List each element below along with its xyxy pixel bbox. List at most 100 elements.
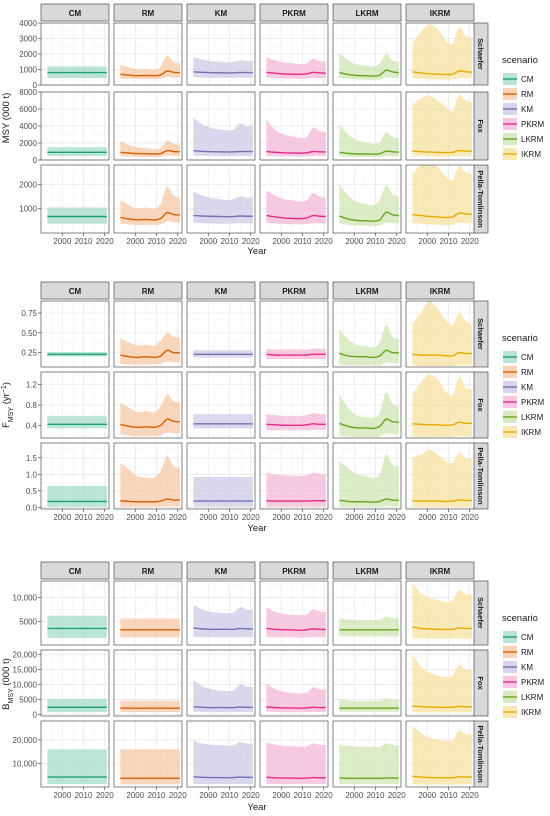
y-tick-label: 2000: [19, 180, 37, 189]
panel-km-schaefer: [186, 22, 256, 86]
x-tick-label: 2010: [440, 791, 458, 800]
legend-item-label: KM: [521, 383, 533, 392]
y-tick-label: 0: [33, 711, 38, 720]
panel-border: [332, 91, 402, 161]
y-axis-title: MSY (000 t): [1, 93, 12, 144]
panel-border: [186, 720, 256, 788]
panel-lkrm-fox: [332, 649, 402, 717]
legend-item-label: KM: [521, 663, 533, 672]
panel-rm-schaefer: [113, 300, 183, 368]
legend-item-label: RM: [521, 90, 534, 99]
x-tick-label: 2010: [367, 513, 385, 522]
x-tick-label: 2020: [315, 513, 333, 522]
x-tick-label: 2000: [199, 513, 217, 522]
y-tick-label: 5000: [19, 617, 37, 626]
legend-item-label: KM: [521, 105, 533, 114]
panel-ikrm-fox: [405, 371, 475, 439]
panel-border: [113, 300, 183, 368]
x-tick-label: 2010: [75, 237, 93, 246]
legend: scenario CM RM KM PKRM LKRM IKRM: [502, 613, 544, 718]
chart-block-2: CM RM KM PKRM LKRM IKRM Schaefer 0.25 0.50 0.75 Fo…: [1, 281, 544, 534]
legend-item-label: RM: [521, 368, 534, 377]
x-tick-label: 2010: [148, 513, 166, 522]
panel-cm-pella-tomlinson: [40, 164, 110, 234]
panel-border: [186, 371, 256, 439]
panel-lkrm-schaefer: [332, 22, 402, 86]
ribbon-pkrm: [266, 413, 326, 431]
ribbon-pkrm: [266, 742, 326, 785]
panel-border: [40, 164, 110, 234]
x-tick-label: 2000: [418, 237, 436, 246]
x-tick-label: 2020: [169, 513, 187, 522]
panel-border: [405, 91, 475, 161]
x-tick-label: 2000: [345, 791, 363, 800]
x-tick-label: 2010: [367, 237, 385, 246]
x-tick-label: 2000: [345, 237, 363, 246]
panel-border: [113, 720, 183, 788]
panel-border: [259, 164, 329, 234]
panel-border: [113, 91, 183, 161]
ribbon-km: [193, 476, 253, 507]
ribbon-lkrm: [339, 324, 399, 366]
y-tick-label: 10,000: [13, 759, 38, 768]
x-tick-label: 2010: [148, 237, 166, 246]
panel-pkrm-schaefer: [259, 580, 329, 646]
strip-label: CM: [69, 9, 82, 18]
ribbon-km: [193, 117, 253, 157]
panel-border: [113, 649, 183, 717]
panel-border: [259, 22, 329, 86]
y-tick-label: 6000: [19, 105, 37, 114]
legend-item-label: CM: [521, 353, 534, 362]
panel-cm-pella-tomlinson: [40, 720, 110, 788]
ribbon-rm: [120, 618, 180, 638]
x-tick-label: 2020: [461, 237, 479, 246]
panel-border: [40, 371, 110, 439]
ribbon-cm: [47, 207, 107, 224]
strip-label: IKRM: [430, 287, 451, 296]
panel-border: [40, 649, 110, 717]
panel-border: [40, 91, 110, 161]
y-tick-label: 2000: [19, 139, 37, 148]
x-tick-label: 2010: [221, 237, 239, 246]
panel-lkrm-fox: [332, 91, 402, 161]
panel-border: [332, 442, 402, 510]
line-lkrm: [339, 150, 399, 155]
x-tick-label: 2020: [96, 237, 114, 246]
panel-cm-schaefer: [40, 22, 110, 86]
y-tick-label: 0.8: [26, 401, 38, 410]
y-tick-label: 5000: [19, 696, 37, 705]
strip-label: RM: [142, 287, 155, 296]
line-rm: [120, 70, 180, 77]
y-tick-label: 0.5: [26, 487, 38, 496]
x-tick-label: 2020: [315, 237, 333, 246]
x-tick-label: 2010: [294, 791, 312, 800]
panel-cm-schaefer: [40, 580, 110, 646]
panel-km-schaefer: [186, 580, 256, 646]
line-pkrm: [266, 214, 326, 220]
x-tick-label: 2000: [272, 237, 290, 246]
y-tick-label: 2000: [19, 50, 37, 59]
panel-ikrm-pella-tomlinson: [405, 164, 475, 234]
x-axis-title: Year: [247, 246, 266, 257]
y-tick-label: 10,000: [13, 681, 38, 690]
line-ikrm: [412, 212, 472, 219]
chart-block-3: CM RM KM PKRM LKRM IKRM Schaefer 5000 10,000 Fox 0…: [1, 561, 544, 813]
line-ikrm: [412, 626, 472, 631]
x-tick-label: 2010: [440, 513, 458, 522]
line-pkrm: [266, 150, 326, 154]
strip-km: [186, 281, 256, 300]
line-ikrm: [412, 351, 472, 357]
panel-border: [113, 371, 183, 439]
ribbon-rm: [120, 456, 180, 507]
legend-title: scenario: [502, 333, 538, 344]
y-tick-label: 0.4: [26, 421, 38, 430]
panel-rm-fox: [113, 649, 183, 717]
row-strip-label: Schaefer: [476, 38, 485, 70]
y-tick-label: 0: [33, 81, 38, 90]
y-tick-label: 0.75: [21, 309, 37, 318]
legend-item-label: PKRM: [521, 120, 544, 129]
panel-border: [40, 442, 110, 510]
panel-km-schaefer: [186, 300, 256, 368]
x-tick-label: 2010: [294, 237, 312, 246]
